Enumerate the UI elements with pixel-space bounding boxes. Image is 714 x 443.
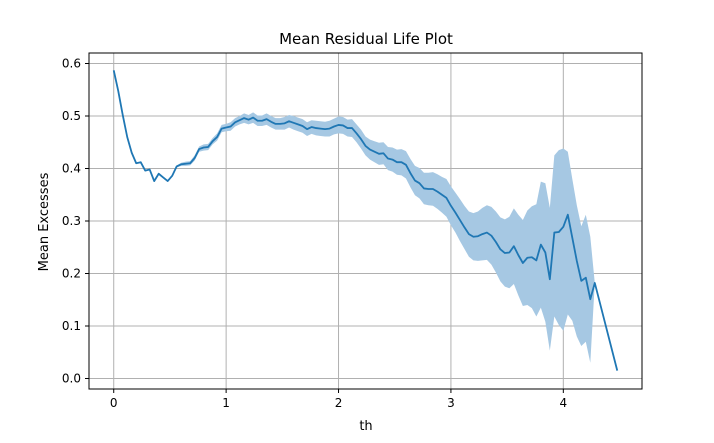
mean-excess-line [112,70,619,371]
x-tick-label: 3 [447,396,455,410]
chart-title: Mean Residual Life Plot [279,30,453,48]
confidence-band-layer [113,70,618,371]
x-axis-label: th [359,419,372,434]
x-tick-label: 2 [335,396,343,410]
x-tick-label: 0 [110,396,118,410]
x-tick-label: 4 [560,396,568,410]
confidence-band [113,70,618,371]
ticks-layer: 0 1 2 3 4 0.0 0.1 0.2 0.3 0.4 0.5 0.6 [62,57,567,411]
y-tick-label: 0.6 [62,57,81,71]
series-line-layer [112,70,619,371]
y-tick-label: 0.0 [62,372,81,386]
y-tick-label: 0.2 [62,267,81,281]
y-axis-label: Mean Excesses [37,172,52,271]
y-tick-label: 0.3 [62,214,81,228]
y-tick-label: 0.1 [62,319,81,333]
x-tick-label: 1 [222,396,230,410]
y-tick-label: 0.4 [62,162,81,176]
y-tick-label: 0.5 [62,109,81,123]
